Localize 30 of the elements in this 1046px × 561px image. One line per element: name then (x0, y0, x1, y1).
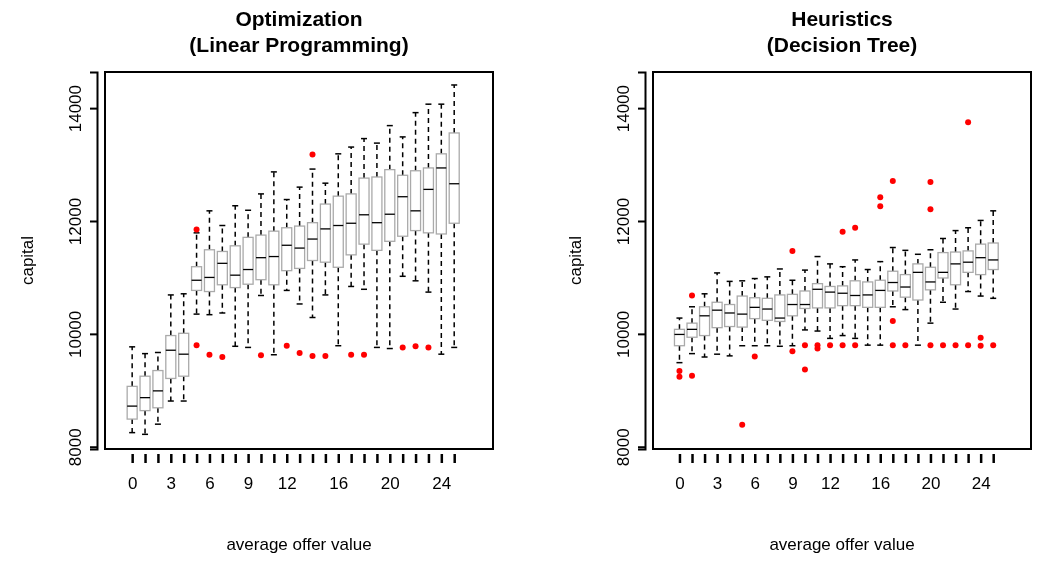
y-tick-label: 12000 (66, 197, 85, 246)
x-axis-title: average offer value (769, 535, 915, 554)
y-axis-title: capital (18, 235, 37, 286)
x-tick-label: 0 (675, 474, 685, 494)
y-tick-label: 14000 (66, 84, 85, 133)
y-tick-label: 8000 (66, 428, 85, 467)
x-tick-label: 12 (821, 474, 841, 494)
y-tick-label: 10000 (614, 310, 633, 359)
x-tick-label: 9 (243, 474, 254, 494)
x-tick-label: 24 (971, 474, 991, 494)
x-tick-label: 3 (166, 474, 177, 494)
x-tick-label: 16 (871, 474, 891, 494)
y-tick-label: 8000 (614, 428, 633, 467)
x-tick-label: 0 (127, 474, 138, 494)
y-tick-label: 12000 (614, 197, 633, 246)
x-tick-label: 24 (432, 474, 452, 494)
x-tick-label: 3 (712, 474, 723, 494)
x-axis-title: average offer value (226, 535, 372, 554)
x-tick-label: 9 (788, 474, 798, 494)
chart-title: Heuristics (Decision Tree) (766, 7, 918, 56)
x-tick-label: 6 (750, 474, 760, 494)
x-tick-label: 6 (205, 474, 215, 494)
y-axis-title: capital (566, 235, 585, 286)
y-tick-label: 14000 (614, 84, 633, 133)
x-tick-label: 16 (329, 474, 349, 494)
y-tick-label: 10000 (66, 310, 85, 359)
x-tick-label: 20 (380, 474, 400, 494)
x-tick-label: 12 (277, 474, 297, 494)
x-tick-label: 20 (921, 474, 941, 494)
chart-title: Optimization (Linear Programming) (189, 7, 409, 56)
